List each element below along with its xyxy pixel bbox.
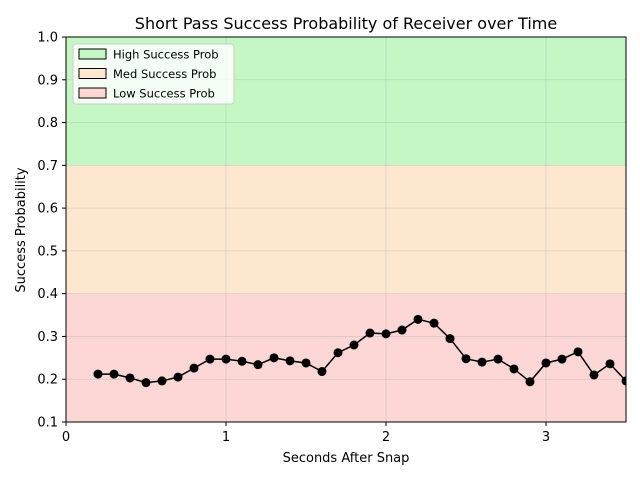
- data-point: [237, 356, 247, 366]
- series-clip: [93, 314, 626, 388]
- data-point: [109, 369, 119, 379]
- data-point: [541, 358, 551, 368]
- data-point: [509, 364, 519, 374]
- y-tick-label: 0.7: [37, 159, 58, 174]
- data-point: [493, 354, 503, 364]
- legend-label: Med Success Prob: [113, 67, 216, 81]
- x-tick-label: 3: [542, 430, 550, 445]
- band-2: [66, 293, 626, 422]
- y-tick-label: 0.4: [37, 287, 58, 302]
- legend-label: Low Success Prob: [113, 87, 215, 101]
- data-point: [253, 360, 263, 370]
- series-line: [98, 318, 626, 384]
- y-tick-label: 0.8: [37, 116, 58, 131]
- y-tick-label: 0.6: [37, 202, 58, 217]
- data-point: [269, 353, 279, 363]
- data-point: [93, 369, 103, 379]
- legend: High Success Prob Med Success Prob Low Suc…: [72, 43, 235, 105]
- data-point: [573, 347, 583, 357]
- x-axis-title: Seconds After Snap: [283, 451, 410, 466]
- data-point: [189, 363, 199, 373]
- data-point: [605, 359, 615, 369]
- y-axis-ticks: 0.1 0.2 0.3 0.4 0.5 0.6 0.7 0.8 0.9 1.0: [37, 31, 66, 431]
- legend-label: High Success Prob: [113, 48, 219, 62]
- probability-bands: [66, 37, 626, 422]
- data-point: [173, 372, 183, 382]
- chart-title: Short Pass Success Probability of Receiv…: [135, 14, 557, 33]
- data-point: [157, 376, 167, 386]
- x-tick-label: 2: [382, 430, 390, 445]
- y-tick-label: 0.3: [37, 330, 58, 345]
- y-tick-label: 0.1: [37, 416, 58, 431]
- data-point: [381, 329, 391, 339]
- data-point: [333, 348, 343, 358]
- data-point: [365, 328, 375, 338]
- y-tick-label: 1.0: [37, 31, 58, 46]
- band-1: [66, 165, 626, 294]
- data-point: [621, 376, 626, 386]
- x-tick-label: 1: [222, 430, 230, 445]
- data-point: [125, 373, 135, 383]
- series-layer: [93, 314, 626, 388]
- legend-swatch: [78, 68, 107, 79]
- data-point: [317, 367, 327, 377]
- legend-swatch: [78, 48, 107, 60]
- data-point: [301, 358, 311, 368]
- data-point: [221, 354, 231, 364]
- y-tick-label: 0.5: [37, 244, 58, 259]
- data-point: [141, 378, 151, 388]
- y-tick-label: 0.9: [37, 73, 58, 88]
- data-point: [557, 354, 567, 364]
- data-point: [205, 354, 215, 364]
- data-point: [349, 340, 359, 350]
- data-point: [413, 314, 423, 324]
- data-point: [285, 356, 295, 366]
- plot-frame: [65, 36, 627, 423]
- data-point: [477, 357, 487, 367]
- data-point: [429, 318, 439, 328]
- data-point: [461, 354, 471, 364]
- y-tick-label: 0.2: [37, 373, 58, 388]
- data-point: [525, 377, 535, 387]
- x-tick-label: 0: [62, 430, 70, 445]
- y-axis-title: Success Probability: [14, 167, 29, 292]
- legend-swatch: [78, 87, 107, 99]
- data-point: [445, 334, 455, 344]
- x-axis-ticks: 0 1 2 3: [62, 422, 550, 445]
- data-point: [589, 370, 599, 380]
- legend-box: [72, 43, 235, 105]
- data-point: [397, 325, 407, 335]
